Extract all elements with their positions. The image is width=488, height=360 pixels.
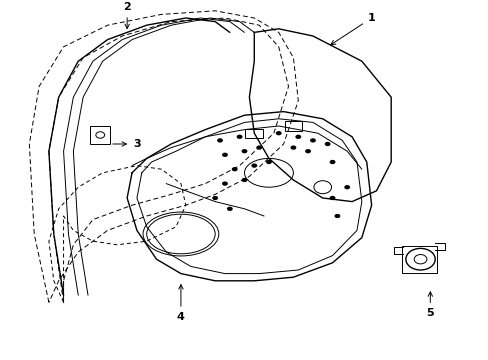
- Text: 2: 2: [123, 2, 131, 28]
- FancyBboxPatch shape: [284, 121, 302, 131]
- Circle shape: [329, 160, 335, 164]
- Circle shape: [329, 196, 335, 200]
- FancyBboxPatch shape: [401, 246, 436, 273]
- Circle shape: [290, 145, 296, 150]
- Circle shape: [295, 135, 301, 139]
- Circle shape: [256, 131, 262, 135]
- Circle shape: [212, 196, 218, 200]
- Text: 4: 4: [177, 285, 184, 322]
- Circle shape: [226, 207, 232, 211]
- Circle shape: [217, 138, 223, 143]
- Circle shape: [241, 178, 247, 182]
- Circle shape: [275, 131, 281, 135]
- Circle shape: [236, 135, 242, 139]
- Text: 5: 5: [426, 292, 433, 318]
- Circle shape: [309, 138, 315, 143]
- Text: 3: 3: [113, 139, 141, 149]
- Circle shape: [344, 185, 349, 189]
- Circle shape: [256, 145, 262, 150]
- Circle shape: [241, 149, 247, 153]
- Circle shape: [222, 181, 227, 186]
- Circle shape: [305, 149, 310, 153]
- Circle shape: [334, 214, 340, 218]
- FancyBboxPatch shape: [245, 129, 263, 138]
- Circle shape: [324, 142, 330, 146]
- Circle shape: [222, 153, 227, 157]
- Text: 1: 1: [330, 13, 375, 45]
- FancyBboxPatch shape: [90, 126, 110, 144]
- Circle shape: [251, 163, 257, 168]
- Circle shape: [231, 167, 237, 171]
- Circle shape: [265, 160, 271, 164]
